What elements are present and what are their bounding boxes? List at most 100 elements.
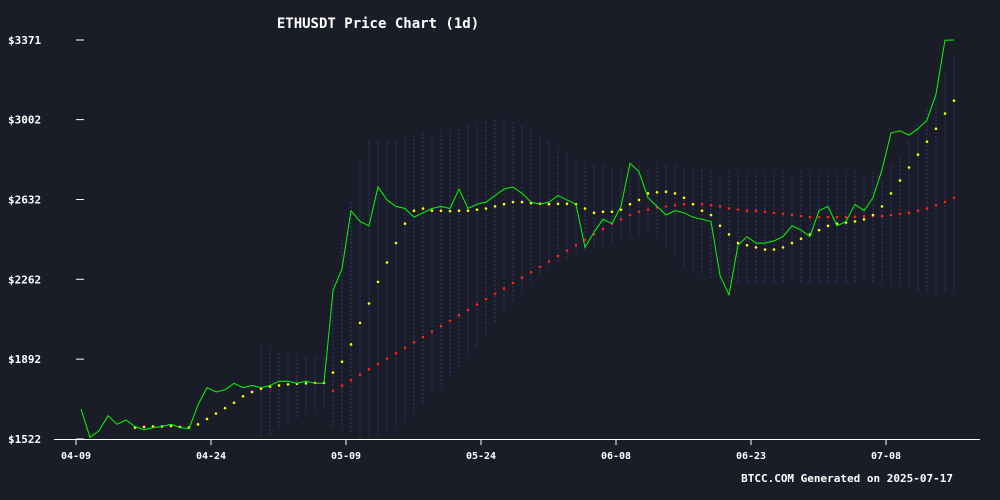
ma-long-point (448, 319, 452, 323)
ma-long-point (601, 227, 605, 231)
ma-long-point (547, 260, 551, 263)
ma-short-point (601, 210, 605, 214)
x-tick-label: 07-08 (871, 451, 901, 462)
ma-short-point (682, 196, 686, 200)
ma-long-point (745, 209, 749, 212)
ma-short-point (457, 209, 461, 212)
ma-long-point (772, 211, 776, 215)
ma-short-point (898, 179, 902, 182)
ma-long-point (394, 351, 398, 355)
ma-short-point (664, 190, 668, 194)
ma-short-point (376, 280, 380, 284)
x-tick-label: 06-23 (736, 451, 766, 462)
ma-long-point (385, 357, 389, 360)
ma-short-point (223, 406, 227, 410)
ma-short-point (484, 207, 488, 210)
ma-short-point (142, 425, 146, 429)
ma-short-point (439, 209, 443, 212)
ma-long-point (331, 389, 335, 393)
ma-short-point (592, 211, 596, 215)
band-layer (260, 55, 955, 438)
y-tick-label: $3002 (8, 114, 41, 127)
ma-long-point (637, 210, 641, 214)
ma-short-point (727, 233, 731, 236)
ma-short-point (403, 222, 407, 225)
ma-long-point (421, 335, 425, 339)
ma-long-point (898, 212, 902, 216)
ma-long-point (916, 209, 920, 212)
ma-long-point (457, 314, 461, 317)
ma-short-point (934, 127, 938, 130)
ma-short-point (943, 112, 947, 115)
ma-long-point (844, 215, 848, 219)
ma-long-point (493, 292, 497, 296)
ma-short-point (196, 423, 200, 426)
ma-long-point (367, 367, 371, 371)
ma-short-point (655, 191, 659, 194)
ma-short-point (340, 360, 344, 364)
ma-short-point (394, 241, 398, 245)
ma-long-point (430, 330, 434, 333)
ma-long-point (502, 287, 506, 290)
ma-short-point (259, 387, 263, 391)
ma-short-point (250, 390, 254, 394)
chart-title: ETHUSDT Price Chart (1d) (277, 16, 479, 32)
ma-short-point (232, 401, 236, 405)
ma-short-point (673, 192, 677, 195)
ma-short-point (511, 200, 515, 204)
ma-short-point (556, 202, 560, 206)
ma-short-point (880, 205, 884, 208)
ma-long-point (889, 213, 893, 217)
x-axis-ticks: 04-09 04-24 05-09 05-24 06-08 06-23 07-08 (61, 439, 901, 462)
x-tick-label: 06-08 (601, 451, 631, 462)
ma-short-point (862, 218, 866, 221)
ma-short-point (421, 207, 425, 210)
ma-short-point (853, 220, 857, 223)
ma-long-point (826, 215, 830, 219)
ma-short-point (700, 209, 704, 212)
ma-short-point (466, 209, 470, 212)
ma-long-point (646, 208, 650, 211)
ma-short-point (736, 241, 740, 245)
ma-short-point (286, 383, 290, 386)
y-axis-ticks: $3371 $3002 $2632 $2262 $1892 $1522 (8, 34, 84, 446)
ma-short-point (628, 202, 632, 206)
ma-long-point (403, 346, 407, 350)
ma-long-point (673, 203, 677, 207)
ma-long-point (574, 243, 578, 247)
ma-short-point (547, 202, 551, 206)
ma-long-point (835, 215, 839, 219)
y-tick-label: $1522 (8, 433, 41, 446)
ma-long-point (709, 203, 713, 207)
series-line-price (80, 39, 955, 439)
ma-long-point (880, 214, 884, 218)
ma-long-point (628, 213, 632, 217)
ma-short-point (241, 394, 245, 398)
ma-short-point (799, 237, 803, 241)
ma-long-point (763, 210, 767, 214)
ma-short-point (385, 261, 389, 264)
ma-short-point (520, 200, 524, 204)
ma-short-point (349, 343, 353, 346)
ma-long-point (376, 362, 380, 366)
ma-short-point (565, 202, 569, 206)
ma-long-point (565, 249, 569, 252)
ma-long-point (781, 212, 785, 216)
ma-short-point (781, 246, 785, 249)
ma-long-point (484, 297, 488, 301)
ma-short-point (709, 213, 713, 217)
ma-short-point (448, 209, 452, 213)
ma-short-point (952, 99, 956, 102)
ma-short-point (367, 302, 371, 305)
ma-short-point (646, 192, 650, 195)
ma-long-point (475, 303, 479, 306)
ma-long-point (853, 215, 857, 219)
ma-long-point (817, 215, 821, 219)
ma-long-point (925, 207, 929, 210)
ma-short-point (331, 371, 335, 374)
ma-short-point (619, 208, 623, 211)
ma-long-point (412, 341, 416, 344)
ma-long-point (556, 254, 560, 258)
